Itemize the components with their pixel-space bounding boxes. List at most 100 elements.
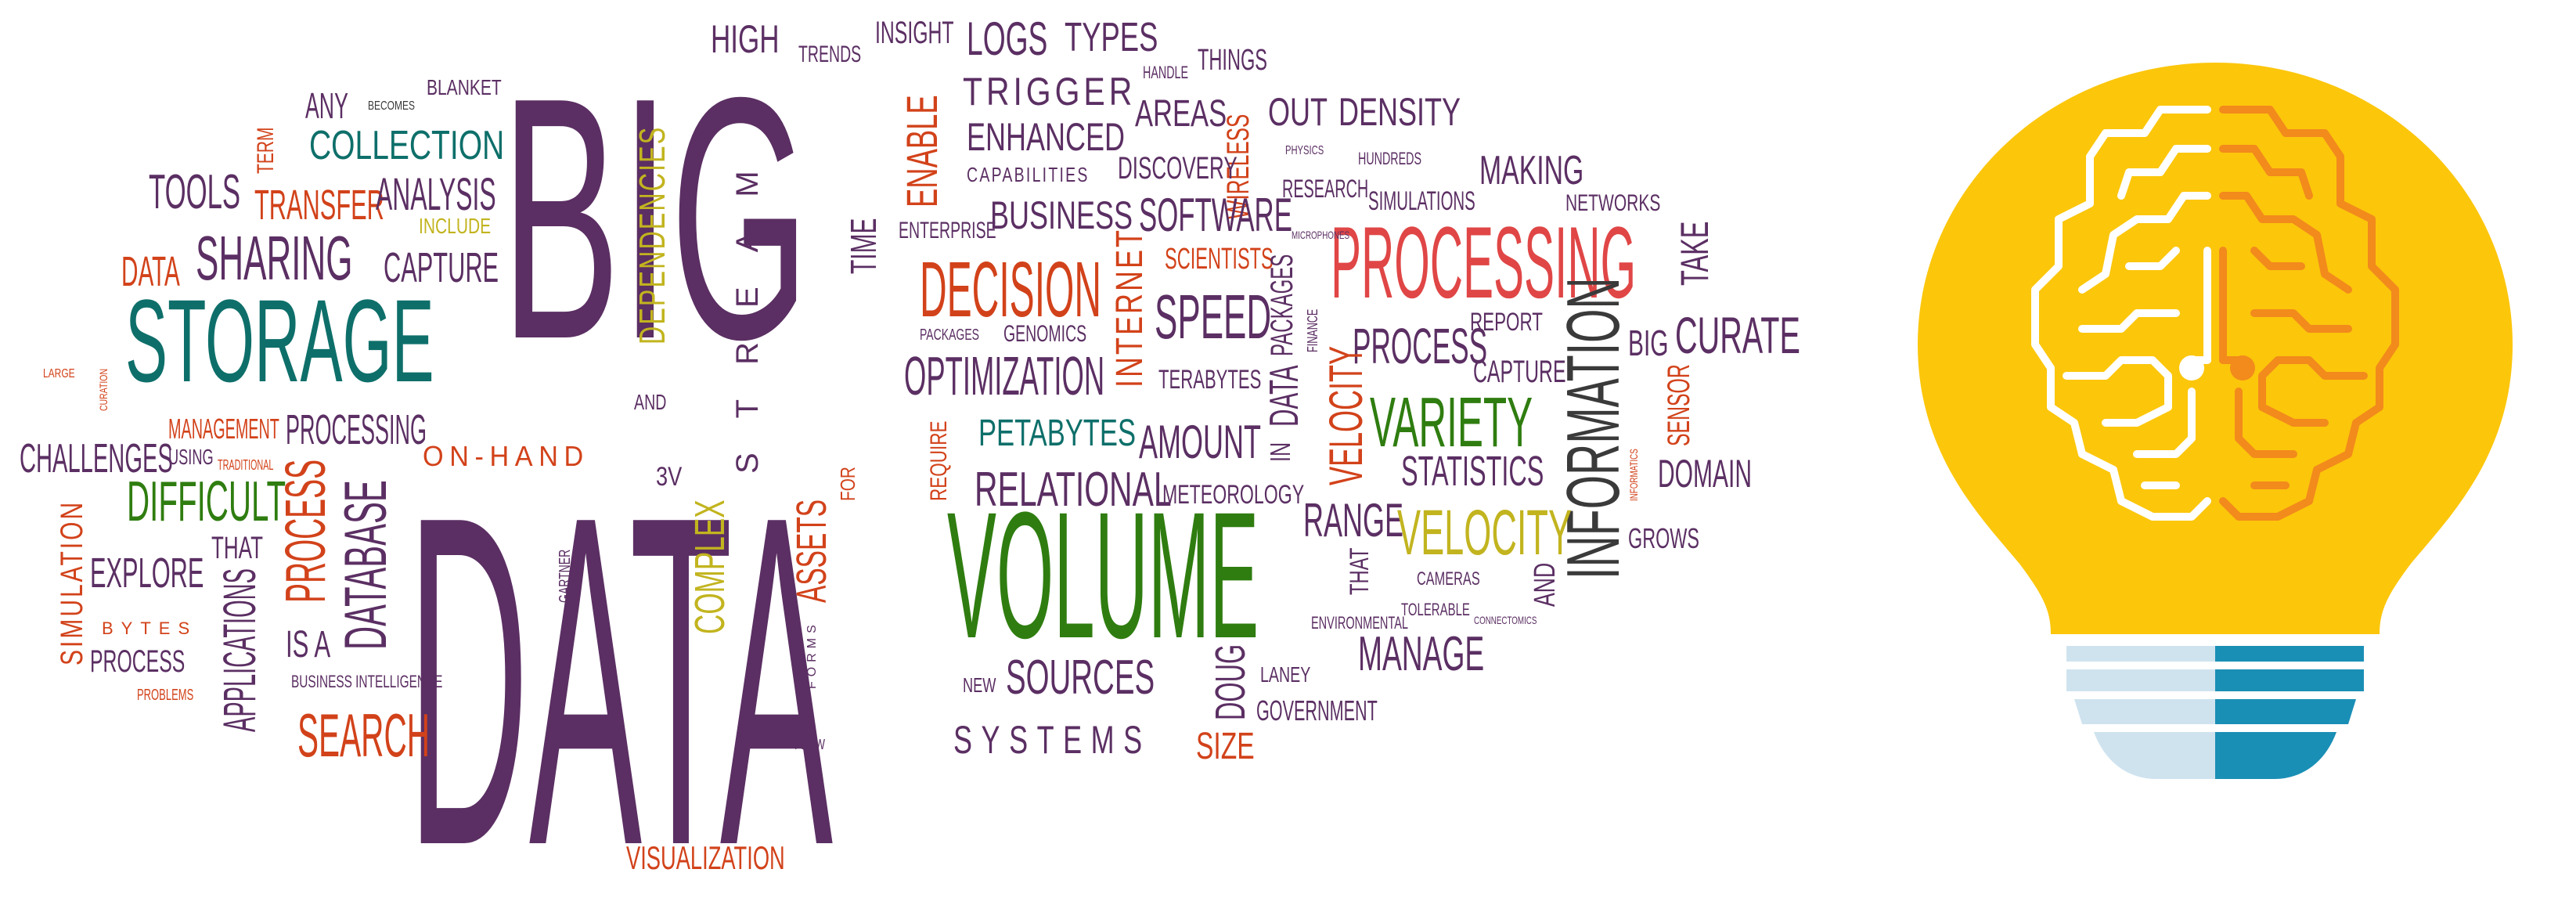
- word-size: SIZE: [1196, 726, 1255, 767]
- word-analysis: ANALYSIS: [376, 169, 496, 220]
- word-on-hand: ON-HAND: [423, 440, 589, 472]
- word-capabilities: CAPABILITIES: [967, 163, 1090, 186]
- word-take: TAKE: [1673, 221, 1717, 286]
- word-traditional: TRADITIONAL: [218, 457, 274, 473]
- lightbulb-brain-icon: [1879, 16, 2552, 877]
- word-tools: TOOLS: [149, 165, 241, 219]
- word-for: FOR: [836, 467, 859, 501]
- word-search: SEARCH: [297, 701, 431, 770]
- word-doug: DOUG: [1207, 644, 1254, 720]
- word-large: LARGE: [43, 367, 75, 380]
- word-physics: PHYSICS: [1285, 144, 1324, 157]
- word-hundreds: HUNDREDS: [1358, 149, 1422, 168]
- word-business: BUSINESS: [990, 193, 1133, 237]
- word-high: HIGH: [711, 17, 780, 61]
- word-simulation: SIMULATION: [55, 499, 89, 665]
- word-applications: APPLICATIONS: [214, 568, 265, 732]
- word-government: GOVERNMENT: [1256, 694, 1378, 727]
- word-manage: MANAGE: [1358, 627, 1485, 681]
- word-sources: SOURCES: [1006, 651, 1155, 705]
- word-genomics: GENOMICS: [1003, 321, 1087, 347]
- word-variety: VARIETY: [1370, 384, 1533, 462]
- word-grows: GROWS: [1628, 522, 1699, 554]
- word-challenges: CHALLENGES: [20, 436, 173, 481]
- word-making: MAKING: [1479, 148, 1584, 193]
- word-capture: CAPTURE: [384, 244, 499, 291]
- word-research: RESEARCH: [1282, 175, 1369, 203]
- word-and-mid: AND: [1529, 562, 1562, 607]
- word-meteorology: METEOROLOGY: [1162, 480, 1305, 510]
- word-finance: FINANCE: [1305, 308, 1320, 352]
- word-becomes: BECOMES: [368, 99, 416, 113]
- word-database: DATABASE: [333, 480, 399, 650]
- word-any: ANY: [305, 85, 348, 126]
- word-storage: STORAGE: [125, 275, 434, 406]
- word-amount: AMOUNT: [1139, 416, 1261, 468]
- word-term: TERM: [253, 127, 279, 175]
- word-density: DENSITY: [1338, 90, 1461, 134]
- word-range: RANGE: [1303, 494, 1404, 546]
- word-speed: SPEED: [1155, 282, 1272, 352]
- word-packages-v: PACKAGES: [1265, 254, 1299, 356]
- word-complex: COMPLEX: [686, 499, 733, 634]
- word-petabytes: PETABYTES: [978, 413, 1137, 454]
- word-sharing: SHARING: [196, 223, 353, 293]
- word-connectomics: CONNECTOMICS: [1474, 614, 1537, 626]
- word-networks: NETWORKS: [1565, 190, 1661, 216]
- word-systems: SYSTEMS: [953, 718, 1151, 762]
- word-process-left: PROCESS: [275, 459, 337, 603]
- word-difficult: DIFFICULT: [127, 471, 286, 533]
- word-velocity-h: VELOCITY: [1397, 497, 1573, 568]
- word-sensor: SENSOR: [1662, 364, 1696, 446]
- word-scientists: SCIENTISTS: [1165, 243, 1274, 276]
- word-decision: DECISION: [920, 246, 1102, 334]
- word-microphones: MICROPHONES: [1292, 229, 1350, 241]
- word-enterprise: ENTERPRISE: [899, 218, 996, 243]
- word-stream: STREAM: [730, 136, 765, 474]
- word-enhanced: ENHANCED: [967, 115, 1126, 159]
- word-out: OUT: [1268, 90, 1328, 134]
- word-relational: RELATIONAL: [975, 463, 1172, 517]
- word-tolerable: TOLERABLE: [1401, 600, 1470, 619]
- word-explore: EXPLORE: [90, 550, 204, 597]
- word-logs: LOGS: [967, 13, 1048, 65]
- word-gartner: GARTNER: [557, 549, 574, 603]
- word-areas: AREAS: [1135, 93, 1227, 135]
- word-new: NEW: [963, 673, 996, 697]
- word-software: SOFTWARE: [1139, 189, 1292, 241]
- word-packages-small: PACKAGES: [920, 326, 979, 344]
- word-laney: LANEY: [1260, 662, 1311, 687]
- word-processing-small: PROCESSING: [286, 406, 427, 453]
- word-internet: INTERNET: [1109, 228, 1151, 388]
- word-require: REQUIRE: [926, 420, 952, 501]
- word-trends: TRENDS: [798, 41, 862, 67]
- word-statistics: STATISTICS: [1401, 448, 1544, 495]
- word-collection: COLLECTION: [309, 123, 505, 168]
- word-big-small: BIG: [1628, 323, 1669, 363]
- word-simulations: SIMULATIONS: [1368, 186, 1475, 216]
- word-environmental: ENVIRONMENTAL: [1311, 613, 1408, 633]
- word-curation: CURATION: [97, 368, 110, 411]
- word-curate: CURATE: [1675, 306, 1800, 364]
- word-business-intelligence: BUSINESS INTELLIGENCE: [291, 672, 443, 691]
- word-data-v: DATA: [1262, 365, 1307, 427]
- word-informatics: INFORMATICS: [1627, 449, 1640, 501]
- word-optimization: OPTIMIZATION: [904, 345, 1105, 406]
- word-cameras: CAMERAS: [1417, 568, 1480, 590]
- word-that-left: THAT: [211, 531, 263, 565]
- word-process-mid: PROCESS: [1353, 318, 1488, 374]
- word-big: BIG: [501, 27, 810, 411]
- word-types: TYPES: [1065, 15, 1158, 60]
- word-volume: VOLUME: [947, 474, 1259, 676]
- word-terabytes: TERABYTES: [1158, 365, 1262, 395]
- word-include: INCLUDE: [419, 214, 492, 238]
- word-is-a: IS A: [286, 624, 331, 665]
- word-blanket: BLANKET: [427, 75, 502, 99]
- word-things: THINGS: [1198, 44, 1268, 77]
- word-domain: DOMAIN: [1658, 452, 1752, 496]
- word-visualization: VISUALIZATION: [626, 839, 785, 876]
- word-report: REPORT: [1470, 308, 1543, 336]
- word-capture-mid: CAPTURE: [1473, 355, 1566, 389]
- word-data-big: DATA: [407, 419, 834, 898]
- word-discovery: DISCOVERY: [1118, 151, 1238, 186]
